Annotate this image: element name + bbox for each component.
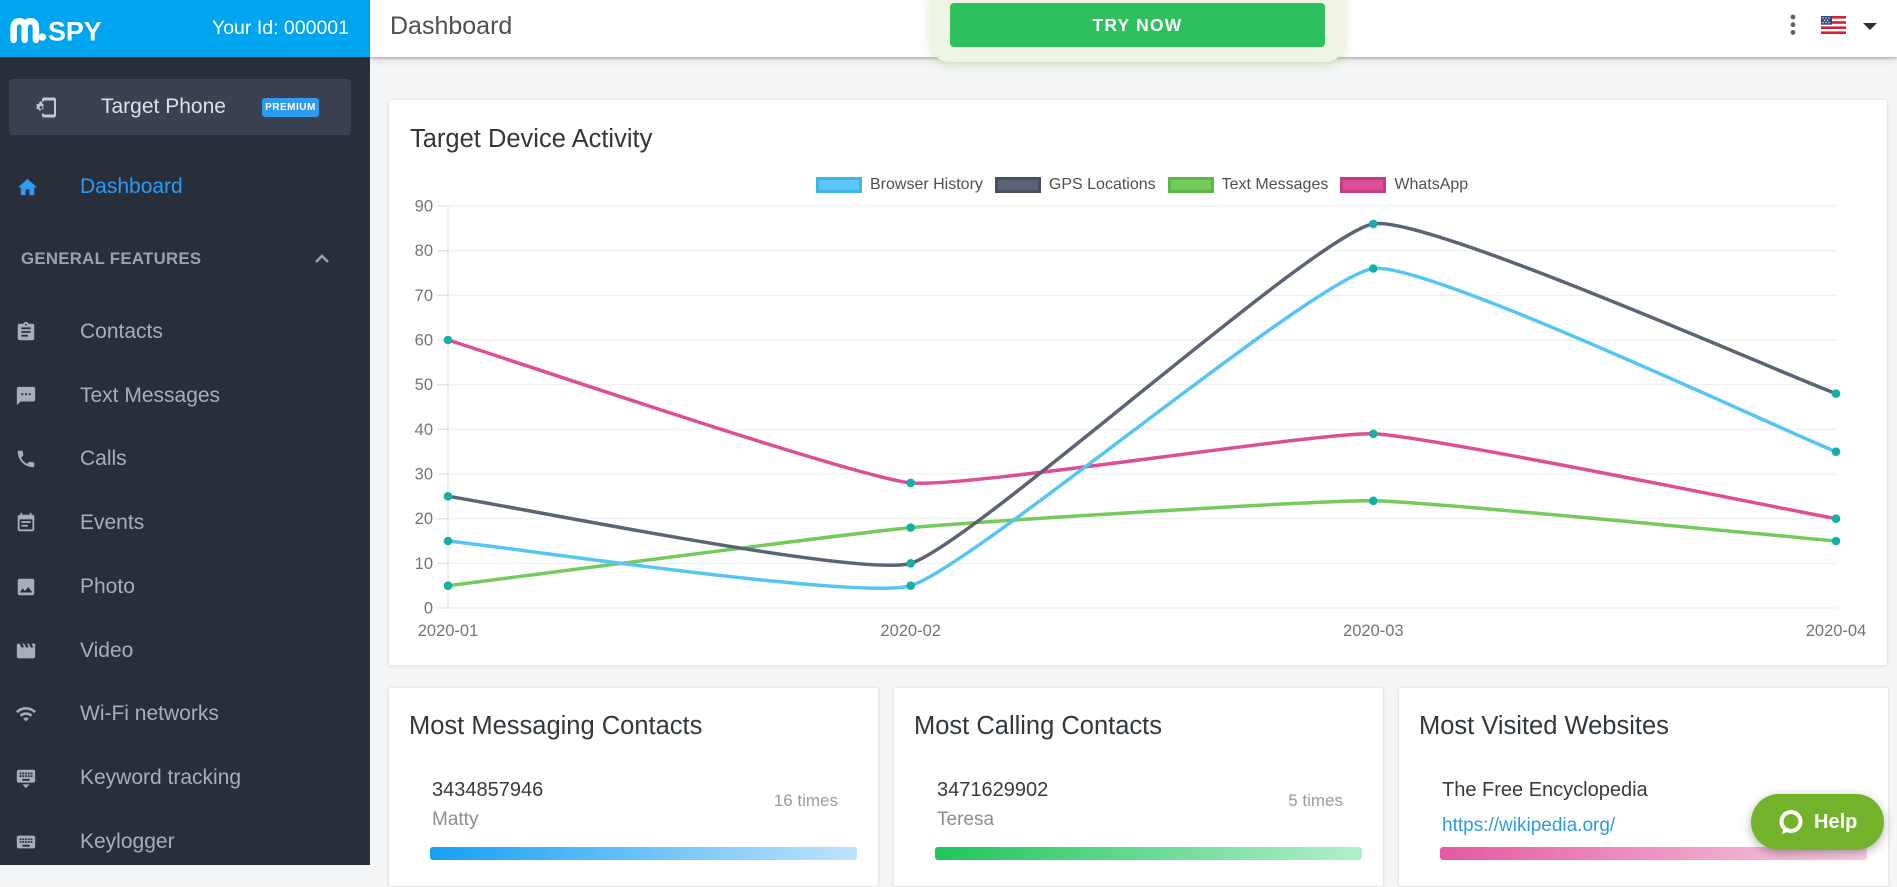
svg-text:30: 30 xyxy=(415,466,433,484)
svg-text:SPY: SPY xyxy=(48,17,102,46)
svg-text:50: 50 xyxy=(415,376,433,394)
svg-text:40: 40 xyxy=(415,421,433,439)
svg-text:10: 10 xyxy=(415,555,433,573)
svg-text:2020-04: 2020-04 xyxy=(1806,622,1867,640)
svg-text:90: 90 xyxy=(415,198,433,216)
svg-text:0: 0 xyxy=(424,600,433,618)
svg-text:2020-03: 2020-03 xyxy=(1343,622,1404,640)
svg-text:60: 60 xyxy=(415,332,433,350)
svg-text:80: 80 xyxy=(415,242,433,260)
svg-text:2020-02: 2020-02 xyxy=(880,622,941,640)
svg-text:20: 20 xyxy=(415,510,433,528)
svg-text:2020-01: 2020-01 xyxy=(418,622,479,640)
svg-text:70: 70 xyxy=(415,287,433,305)
